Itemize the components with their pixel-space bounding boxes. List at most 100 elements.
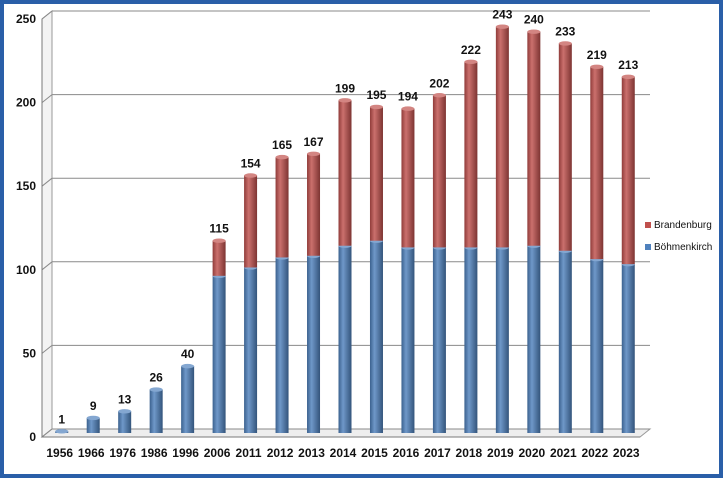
x-tick-label: 1996: [172, 446, 199, 460]
bar-segment-brandenburg: [621, 76, 635, 265]
data-label: 243: [492, 8, 512, 22]
legend-swatch: [645, 244, 651, 250]
bar-segment-böhmenkirch: [244, 267, 258, 433]
data-label: 9: [90, 399, 97, 413]
data-label: 195: [366, 88, 386, 102]
legend: Brandenburg Böhmenkirch: [645, 220, 712, 253]
bar-segment-böhmenkirch: [527, 245, 541, 433]
bar-cap: [432, 93, 446, 98]
x-tick-label: 2017: [424, 446, 451, 460]
x-tick-label: 2019: [487, 446, 514, 460]
bar-segment-brandenburg: [244, 175, 258, 268]
bar-cap: [527, 29, 541, 34]
bar-cap: [55, 429, 69, 434]
data-label: 194: [398, 90, 418, 104]
data-label: 202: [429, 76, 449, 90]
data-label: 240: [524, 13, 544, 27]
data-label: 222: [461, 43, 481, 57]
data-label: 40: [181, 347, 195, 361]
bar-cap: [464, 59, 478, 65]
x-tick-label: 2018: [456, 446, 483, 460]
bar-cap: [212, 238, 226, 243]
bar-segment-böhmenkirch: [338, 245, 352, 433]
bar-segment-böhmenkirch: [181, 366, 195, 433]
bar-segment-böhmenkirch: [495, 247, 509, 433]
x-tick-label: 2022: [581, 446, 608, 460]
y-tick-label: 0: [29, 430, 36, 444]
bar-cap: [338, 98, 352, 103]
data-label: 167: [304, 135, 324, 149]
y-tick-label: 150: [16, 179, 36, 193]
bar-segment-böhmenkirch: [464, 247, 478, 433]
gridline-diagonal: [41, 345, 53, 354]
x-tick-label: 1956: [46, 446, 73, 460]
x-tick-label: 1966: [78, 446, 105, 460]
x-tick-label: 1986: [141, 446, 168, 460]
legend-label: Böhmenkirch: [654, 242, 712, 253]
bar-segment-böhmenkirch: [621, 264, 635, 433]
data-label: 26: [149, 371, 163, 385]
x-tick-label: 2023: [613, 446, 640, 460]
data-labels: 1 9 13 26 40 115 154 165 167 199 195 194 202 222 243 24…: [58, 8, 638, 427]
data-label: 154: [241, 157, 261, 171]
bar-segment-böhmenkirch: [118, 411, 132, 433]
legend-swatch: [645, 222, 651, 228]
bar-cap: [558, 41, 572, 46]
bar-segment-böhmenkirch: [307, 255, 321, 433]
x-tick-label: 2012: [267, 446, 294, 460]
x-tick-label: 2016: [393, 446, 420, 460]
bar-cap: [118, 409, 132, 414]
bar-segment-brandenburg: [307, 153, 321, 256]
data-label: 219: [587, 48, 607, 62]
bar-segment-böhmenkirch: [401, 247, 415, 433]
x-tick-label: 1976: [109, 446, 136, 460]
bar-segment-brandenburg: [495, 26, 509, 248]
gridline-diagonal: [41, 94, 53, 103]
data-label: 13: [118, 392, 132, 406]
x-tick-label: 2014: [330, 446, 357, 460]
data-label: 213: [618, 58, 638, 72]
y-tick-label: 200: [16, 96, 36, 110]
bar-cap: [621, 74, 635, 80]
data-label: 233: [555, 24, 575, 38]
data-label: 199: [335, 81, 355, 95]
gridline-diagonal: [41, 10, 53, 20]
data-label: 165: [272, 138, 292, 152]
bar-segment-brandenburg: [369, 106, 383, 241]
bar-cap: [86, 415, 100, 421]
bar-segment-böhmenkirch: [212, 275, 226, 433]
bar-segment-böhmenkirch: [590, 259, 604, 433]
bar-cap: [149, 387, 163, 392]
x-tick-label: 2011: [236, 446, 262, 460]
gridline-diagonal: [41, 428, 53, 438]
data-label: 1: [58, 412, 65, 426]
legend-label: Brandenburg: [654, 220, 712, 231]
bar-segment-brandenburg: [527, 31, 541, 246]
bar-cap: [307, 151, 321, 156]
bar-segment-böhmenkirch: [558, 250, 572, 433]
gridline-diagonal: [41, 261, 53, 271]
y-tick-label: 250: [16, 12, 36, 26]
y-tick-label: 50: [23, 346, 37, 360]
bar-segment-böhmenkirch: [149, 389, 163, 433]
bar-segment-brandenburg: [401, 108, 415, 248]
bar-segment-brandenburg: [558, 43, 572, 251]
bar-cap: [369, 104, 383, 110]
gridline-diagonal: [41, 177, 53, 187]
bar-cap: [495, 24, 509, 29]
bar-segment-böhmenkirch: [86, 417, 100, 433]
x-tick-label: 2006: [204, 446, 231, 460]
bar-segment-brandenburg: [590, 66, 604, 260]
bar-segment-brandenburg: [432, 95, 446, 248]
bar-cap: [590, 64, 604, 70]
bar-segment-böhmenkirch: [369, 240, 383, 433]
bars: [55, 24, 635, 434]
bar-segment-böhmenkirch: [275, 257, 289, 433]
x-tick-label: 2020: [518, 446, 545, 460]
bar-cap: [401, 106, 415, 111]
x-tick-label: 2015: [361, 446, 388, 460]
y-tick-label: 100: [16, 263, 36, 277]
bar-segment-brandenburg: [338, 100, 352, 246]
side-wall: [41, 9, 53, 439]
